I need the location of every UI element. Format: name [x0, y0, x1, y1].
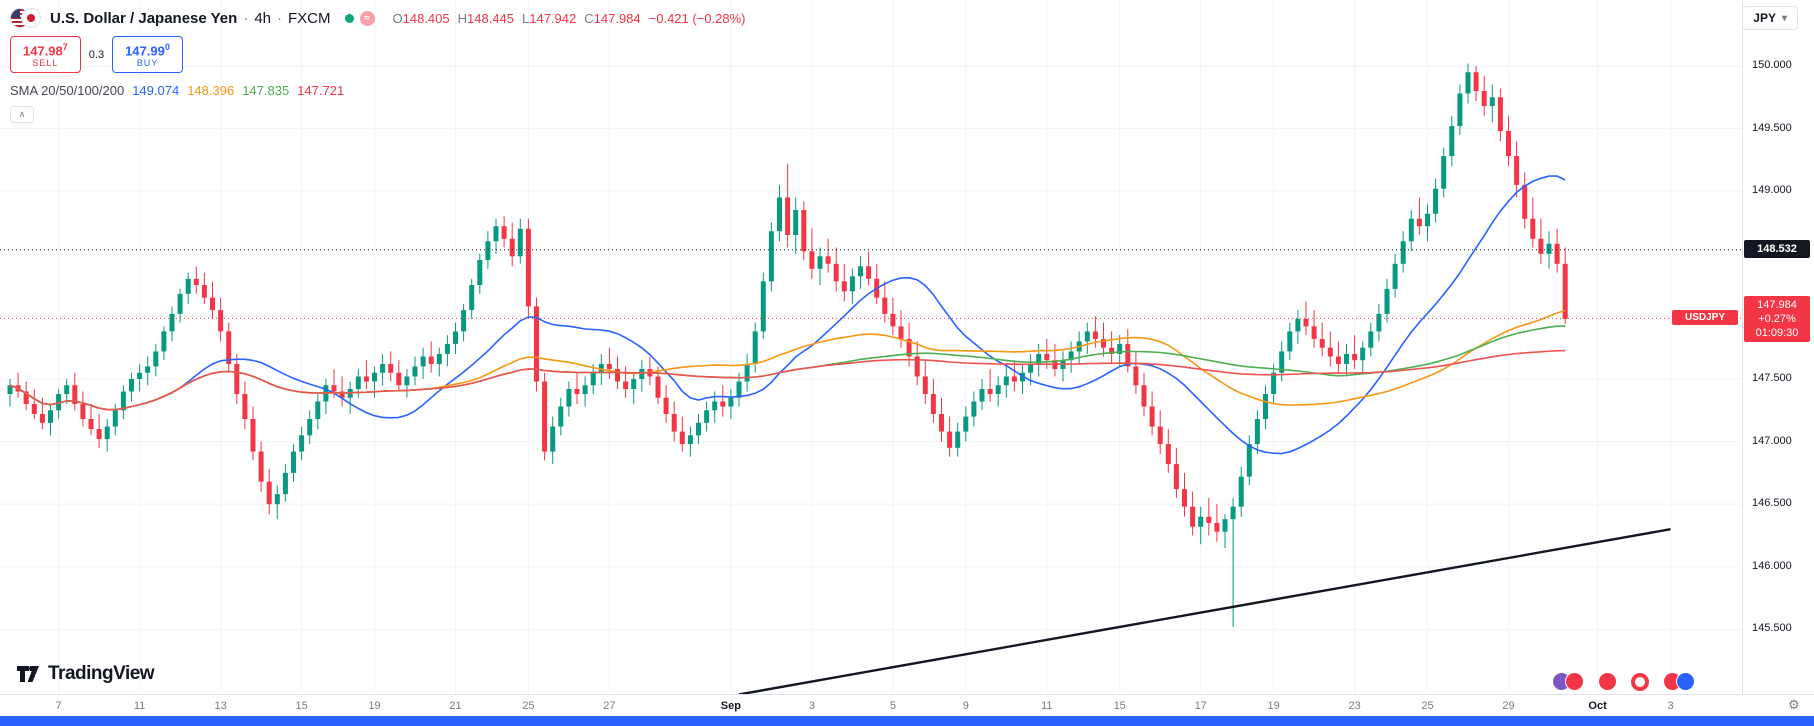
- symbol-row[interactable]: U.S. Dollar / Japanese Yen · 4h · FXCM ≈…: [10, 8, 746, 28]
- tradingview-logo-icon: [17, 666, 39, 682]
- open-value: 148.405: [402, 10, 450, 26]
- symbol-price-tag: USDJPY: [1672, 310, 1738, 326]
- indicator-legend[interactable]: SMA 20/50/100/200 149.074 148.396 147.83…: [10, 83, 746, 98]
- open-label: O: [392, 10, 403, 26]
- market-open-icon[interactable]: [344, 13, 354, 23]
- time-axis-label: Sep: [720, 700, 741, 712]
- time-axis-label: 11: [1041, 700, 1053, 712]
- time-axis-label: 25: [1421, 700, 1434, 712]
- time-axis-label: 29: [1502, 700, 1515, 712]
- time-axis-label: 19: [368, 700, 381, 712]
- close-value: 147.984: [593, 10, 641, 26]
- reaction-icon-pair[interactable]: [1663, 672, 1695, 691]
- last-price-value: 147.984: [1757, 299, 1797, 312]
- last-price-change: +0.27%: [1758, 313, 1796, 326]
- jp-flag-icon: [21, 8, 41, 28]
- bottom-accent-bar: [0, 716, 1814, 726]
- price-chart[interactable]: [0, 0, 1814, 695]
- sma20-value: 149.074: [132, 83, 180, 99]
- reaction-bar: [1552, 672, 1695, 691]
- symbol-flags-icon: [10, 8, 41, 28]
- buy-price: 147.99: [125, 43, 165, 59]
- reaction-icon-red[interactable]: [1598, 672, 1617, 691]
- high-value: 148.445: [467, 10, 515, 26]
- time-axis-label: 15: [1113, 700, 1126, 712]
- time-axis-label: 9: [962, 700, 969, 712]
- ohlc-values: O148.405 H148.445 L147.942 C147.984 −0.4…: [393, 11, 746, 26]
- price-axis-label: 147.500: [1752, 371, 1792, 384]
- price-axis-label: 149.000: [1752, 184, 1792, 197]
- time-axis-label: 19: [1267, 700, 1280, 712]
- price-axis-label: 145.500: [1752, 622, 1792, 635]
- close-label: C: [584, 10, 594, 26]
- time-axis-separator: [0, 694, 1814, 695]
- last-price-badge: 147.984 +0.27% 01:09:30: [1744, 296, 1810, 343]
- time-axis-label: 27: [603, 700, 616, 712]
- interval-label[interactable]: 4h: [254, 9, 271, 27]
- chart-legend: U.S. Dollar / Japanese Yen · 4h · FXCM ≈…: [10, 8, 746, 124]
- axis-settings-gear-icon[interactable]: ⚙: [1788, 697, 1800, 712]
- low-value: 147.942: [529, 10, 577, 26]
- tradingview-logo[interactable]: TradingView: [16, 662, 155, 686]
- time-axis-label: 7: [55, 700, 62, 712]
- reaction-icon-group[interactable]: [1552, 672, 1584, 691]
- low-label: L: [522, 10, 530, 26]
- price-axis-label: 147.000: [1752, 434, 1792, 447]
- prev-close-price-badge: 148.532: [1744, 239, 1810, 258]
- sma200-value: 147.721: [297, 83, 345, 99]
- symbol-title[interactable]: U.S. Dollar / Japanese Yen: [50, 9, 238, 27]
- sell-label: SELL: [32, 58, 59, 69]
- sma50-value: 148.396: [187, 83, 235, 99]
- time-axis-label: 3: [808, 700, 815, 712]
- time-axis-label: 3: [1667, 700, 1674, 712]
- chevron-up-icon: ∧: [18, 109, 26, 120]
- indicator-name: SMA 20/50/100/200: [10, 83, 125, 99]
- time-axis-label: 25: [522, 700, 535, 712]
- spread-value: 0.3: [88, 48, 105, 61]
- collapse-panel-button[interactable]: ∧: [10, 106, 34, 124]
- price-axis-label: 150.000: [1752, 58, 1792, 71]
- separator: ·: [277, 9, 282, 27]
- buy-price-pip: 0: [164, 42, 170, 52]
- time-axis-label: 23: [1348, 700, 1361, 712]
- currency-selector[interactable]: JPY ▾: [1742, 6, 1798, 30]
- time-axis-label: 13: [214, 700, 227, 712]
- time-axis-label: 15: [295, 700, 308, 712]
- sell-button[interactable]: 147.987 SELL: [10, 36, 81, 74]
- time-axis-label: 11: [133, 700, 146, 712]
- price-axis-label: 146.000: [1752, 559, 1792, 572]
- chevron-down-icon: ▾: [1781, 12, 1787, 24]
- price-axis-separator: [1742, 0, 1743, 694]
- buy-label: BUY: [136, 58, 159, 69]
- sma100-value: 147.835: [242, 83, 290, 99]
- change-value: −0.421 (−0.28%): [648, 10, 746, 26]
- sell-price-pip: 7: [62, 42, 68, 52]
- time-axis-label: 17: [1194, 700, 1207, 712]
- time-axis-label: 21: [449, 700, 462, 712]
- bar-countdown: 01:09:30: [1755, 327, 1799, 340]
- exchange-label[interactable]: FXCM: [288, 9, 331, 27]
- delayed-data-icon[interactable]: ≈: [359, 10, 375, 26]
- trade-panel: 147.987 SELL 0.3 147.990 BUY: [10, 36, 746, 74]
- tradingview-wordmark: TradingView: [48, 663, 155, 684]
- separator: ·: [243, 9, 249, 27]
- currency-label: JPY: [1753, 11, 1776, 25]
- time-axis-label: 5: [889, 700, 896, 712]
- reaction-icon-target[interactable]: [1631, 672, 1649, 691]
- time-axis-label: Oct: [1588, 700, 1607, 712]
- high-label: H: [457, 10, 468, 26]
- price-axis-label: 149.500: [1752, 121, 1792, 134]
- sell-price: 147.98: [23, 43, 63, 59]
- buy-button[interactable]: 147.990 BUY: [112, 36, 183, 74]
- price-axis-label: 146.500: [1752, 497, 1792, 510]
